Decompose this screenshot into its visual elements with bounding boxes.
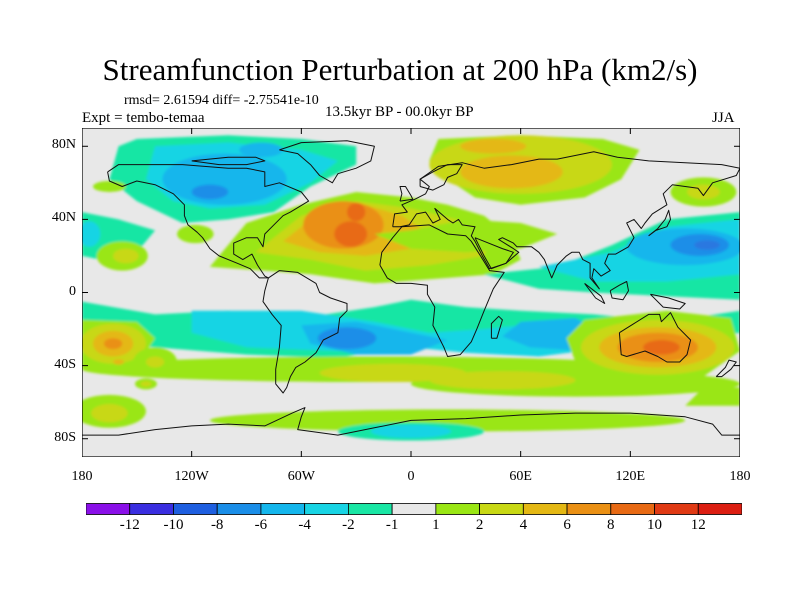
experiment-label: Expt = tembo-temaa [82, 110, 205, 126]
lat-label: 40S [54, 356, 76, 372]
west-pacific-core [694, 240, 720, 250]
lon-label: 120W [174, 469, 209, 484]
lon-label: 60E [509, 469, 532, 484]
map-title: Streamfunction Perturbation at 200 hPa (… [102, 52, 698, 87]
colorbar-swatch [391, 503, 437, 515]
lat-label: 80N [51, 137, 76, 153]
colorbar [86, 503, 742, 515]
colorbar-label: 4 [519, 517, 528, 533]
colorbar-swatch [654, 503, 699, 515]
eurasia-coast [392, 151, 740, 290]
greenland-coast [279, 140, 375, 184]
lon-label: 60W [287, 469, 315, 484]
atlantic-core-upper [347, 202, 366, 222]
atlantic-core [334, 221, 368, 247]
south-atlantic-yellow [319, 363, 466, 383]
southwest-pacific-yellow [91, 403, 128, 423]
colorbar-label: 12 [690, 517, 706, 533]
lon-label: 180 [729, 469, 751, 484]
south-atlantic-orange-spot [113, 359, 125, 365]
lat-label: 80S [54, 429, 76, 445]
colorbar-swatch [566, 503, 612, 515]
scandinavia-coast [419, 164, 463, 191]
hawaii-yellow [113, 248, 139, 264]
antarctica-coast [82, 407, 740, 436]
japan-coast [648, 209, 671, 237]
colorbar-swatch [697, 503, 742, 515]
lon-label: 180 [71, 469, 93, 484]
southeast-pacific-yellow [140, 381, 152, 387]
colorbar-label: -12 [119, 517, 140, 533]
colorbar-label: 1 [432, 517, 440, 533]
south-pacific-core [103, 338, 123, 350]
north-america-core [191, 184, 229, 200]
colorbar-label: 8 [607, 517, 615, 533]
arabian-coast [474, 237, 514, 270]
colorbar-swatch [479, 503, 524, 515]
statistics-label: rmsd= 2.61594 diff= -2.75541e-10 [124, 93, 319, 108]
lat-label: 0 [69, 283, 76, 299]
contour-map [82, 128, 740, 457]
colorbar-label: -10 [163, 517, 184, 533]
sumatra-coast [584, 283, 606, 304]
coastlines [82, 140, 740, 436]
australia-coast [618, 312, 692, 363]
south-indian-yellow [429, 371, 576, 390]
north-pacific-yellow-core [686, 184, 720, 200]
colorbar-swatch [173, 503, 218, 515]
east-pacific-light-blue [82, 221, 101, 247]
lon-label: 120E [615, 469, 646, 484]
colorbar-label: 2 [475, 517, 484, 533]
borneo-coast [609, 281, 629, 301]
east-pacific-green [177, 224, 214, 244]
colorbar-label: -1 [385, 517, 399, 533]
madagascar-coast [490, 315, 503, 339]
new-zealand-coast [715, 359, 737, 378]
lon-label: 0 [407, 469, 415, 484]
antarctic-green [209, 409, 686, 432]
colorbar-swatch [260, 503, 306, 515]
colorbar-swatch [304, 503, 349, 515]
colorbar-label: -6 [254, 517, 268, 533]
colorbar-swatch [216, 503, 262, 515]
colorbar-label: -8 [210, 517, 224, 533]
colorbar-label: 10 [647, 517, 663, 533]
north-america-blue [162, 153, 287, 205]
colorbar-swatch [435, 503, 481, 515]
canadian-arctic-coast [191, 156, 266, 166]
colorbar-swatch [347, 503, 393, 515]
colorbar-label: -4 [298, 517, 311, 533]
colorbar-swatch [610, 503, 655, 515]
colorbar-label: 6 [563, 517, 571, 533]
period-label: 13.5kyr BP - 00.0kyr BP [325, 104, 474, 120]
eurasia-orange [460, 155, 563, 189]
north-pacific-green [92, 181, 126, 192]
north-america-coast [107, 164, 310, 279]
colorbar-swatch [86, 503, 131, 515]
season-label: JJA [712, 110, 735, 126]
east-pacific-yellow [145, 356, 165, 368]
arctic-canada-blue [239, 142, 284, 158]
africa-coast [379, 224, 505, 357]
colorbar-swatch [522, 503, 568, 515]
colorbar-label: -2 [342, 517, 355, 533]
british-isles-coast [399, 186, 414, 202]
south-pacific-east-green [685, 387, 740, 406]
axis-ticks [82, 128, 740, 457]
australia-core [643, 340, 680, 355]
new-guinea-coast [650, 293, 686, 310]
colorbar-swatch [129, 503, 174, 515]
south-america-coast [262, 270, 348, 394]
arctic-orange [460, 138, 527, 154]
lat-label: 40N [51, 210, 76, 226]
antarctic-blue [370, 424, 452, 438]
south-atlantic-core [317, 327, 377, 350]
